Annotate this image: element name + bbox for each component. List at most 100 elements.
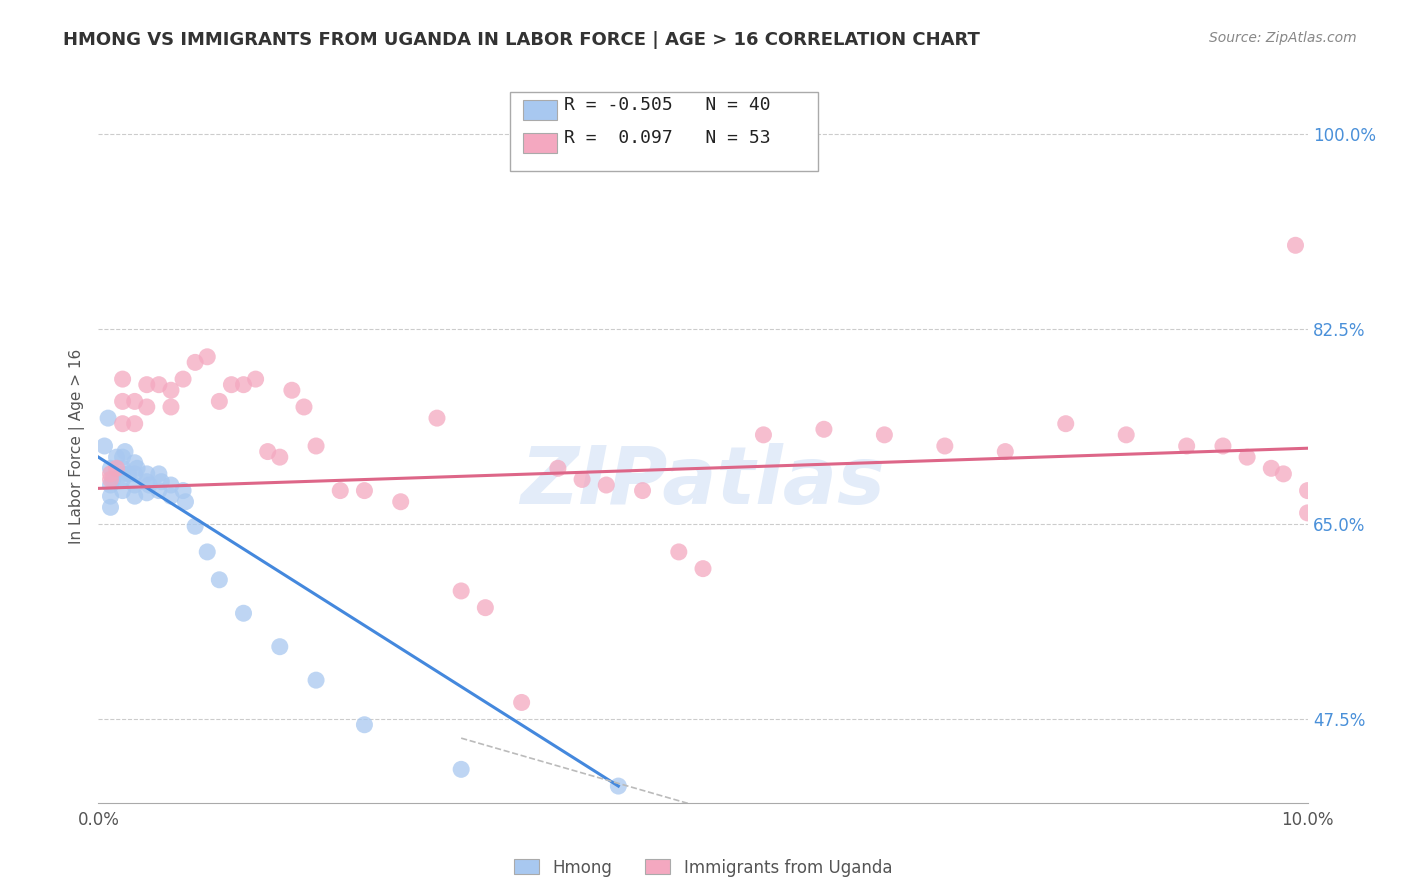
Point bbox=[111, 372, 134, 386]
Point bbox=[994, 444, 1017, 458]
Point bbox=[111, 394, 134, 409]
Point bbox=[105, 450, 128, 465]
Point bbox=[450, 762, 472, 776]
Point bbox=[426, 411, 449, 425]
Point bbox=[101, 473, 124, 487]
Point bbox=[135, 485, 157, 500]
Point bbox=[100, 467, 122, 481]
Point bbox=[595, 478, 617, 492]
Point bbox=[1175, 439, 1198, 453]
Point bbox=[232, 377, 254, 392]
Point bbox=[195, 350, 218, 364]
Point bbox=[127, 461, 149, 475]
Point bbox=[607, 779, 630, 793]
Point bbox=[138, 478, 160, 492]
Y-axis label: In Labor Force | Age > 16: In Labor Force | Age > 16 bbox=[69, 349, 84, 543]
Point bbox=[1296, 506, 1319, 520]
Point bbox=[148, 377, 170, 392]
Point bbox=[160, 400, 183, 414]
Point bbox=[135, 400, 157, 414]
Legend: Hmong, Immigrants from Uganda: Hmong, Immigrants from Uganda bbox=[513, 858, 893, 877]
Point bbox=[174, 494, 197, 508]
Point bbox=[150, 475, 173, 489]
Point bbox=[97, 411, 120, 425]
Point bbox=[100, 500, 122, 515]
Point bbox=[692, 562, 714, 576]
Point bbox=[111, 467, 134, 481]
Point bbox=[208, 573, 231, 587]
Point bbox=[135, 377, 157, 392]
Point bbox=[118, 467, 141, 481]
Point bbox=[292, 400, 315, 414]
Point bbox=[269, 640, 291, 654]
Point bbox=[100, 489, 122, 503]
Point bbox=[100, 461, 122, 475]
Point bbox=[256, 444, 278, 458]
Point bbox=[1296, 483, 1319, 498]
Point bbox=[474, 600, 496, 615]
Point bbox=[160, 489, 183, 503]
Point bbox=[135, 467, 157, 481]
Point bbox=[631, 483, 654, 498]
Text: R = -0.505   N = 40: R = -0.505 N = 40 bbox=[564, 96, 770, 114]
Text: Source: ZipAtlas.com: Source: ZipAtlas.com bbox=[1209, 31, 1357, 45]
Point bbox=[111, 461, 134, 475]
Point bbox=[195, 545, 218, 559]
Point bbox=[124, 394, 146, 409]
Point bbox=[329, 483, 352, 498]
Point bbox=[245, 372, 267, 386]
Point bbox=[813, 422, 835, 436]
Point bbox=[547, 461, 569, 475]
Point bbox=[353, 717, 375, 731]
Point bbox=[1284, 238, 1306, 252]
Point bbox=[269, 450, 291, 465]
Point bbox=[510, 696, 533, 710]
Point bbox=[111, 473, 134, 487]
Point bbox=[135, 475, 157, 489]
Point bbox=[100, 473, 122, 487]
Point bbox=[124, 456, 146, 470]
Point bbox=[873, 428, 896, 442]
Text: ZIPatlas: ZIPatlas bbox=[520, 442, 886, 521]
Point bbox=[114, 444, 136, 458]
Point bbox=[281, 384, 304, 398]
Point bbox=[172, 483, 194, 498]
Point bbox=[93, 439, 115, 453]
Point bbox=[111, 483, 134, 498]
Point bbox=[1054, 417, 1077, 431]
Point bbox=[148, 467, 170, 481]
Point bbox=[148, 483, 170, 498]
Point bbox=[1115, 428, 1137, 442]
Point bbox=[184, 519, 207, 533]
Point bbox=[305, 673, 328, 688]
Point bbox=[111, 450, 134, 465]
Point bbox=[160, 384, 183, 398]
Point bbox=[124, 417, 146, 431]
Point bbox=[1272, 467, 1295, 481]
Point bbox=[389, 494, 412, 508]
Point bbox=[668, 545, 690, 559]
Point bbox=[752, 428, 775, 442]
Point bbox=[124, 467, 146, 481]
Point bbox=[450, 584, 472, 599]
Point bbox=[1236, 450, 1258, 465]
Point bbox=[934, 439, 956, 453]
Text: HMONG VS IMMIGRANTS FROM UGANDA IN LABOR FORCE | AGE > 16 CORRELATION CHART: HMONG VS IMMIGRANTS FROM UGANDA IN LABOR… bbox=[63, 31, 980, 49]
Point bbox=[353, 483, 375, 498]
Point bbox=[232, 607, 254, 621]
Point bbox=[184, 355, 207, 369]
Point bbox=[305, 439, 328, 453]
Point bbox=[172, 372, 194, 386]
Point bbox=[571, 473, 593, 487]
Point bbox=[105, 461, 128, 475]
Point bbox=[1260, 461, 1282, 475]
Point bbox=[124, 478, 146, 492]
Point bbox=[160, 478, 183, 492]
Point bbox=[221, 377, 243, 392]
Point bbox=[1212, 439, 1234, 453]
Point bbox=[124, 489, 146, 503]
Point bbox=[100, 478, 122, 492]
Point bbox=[111, 417, 134, 431]
Text: R =  0.097   N = 53: R = 0.097 N = 53 bbox=[564, 129, 770, 147]
Point bbox=[208, 394, 231, 409]
